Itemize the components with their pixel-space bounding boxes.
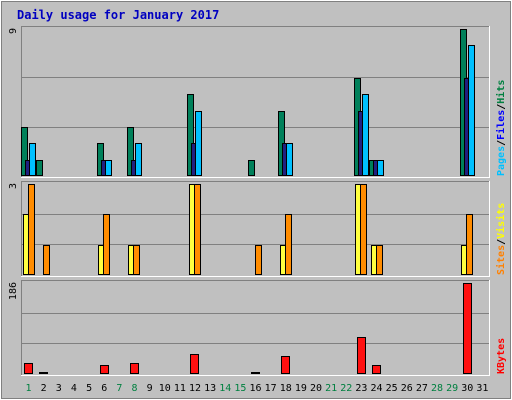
x-tick-label-day-8: 8 (131, 383, 137, 394)
bar-pages-day-6 (105, 160, 112, 176)
x-tick-label-day-2: 2 (41, 383, 47, 394)
chart-title: Daily usage for January 2017 (17, 8, 219, 22)
x-tick-label-day-29: 29 (446, 383, 458, 394)
bar-sites-day-6 (103, 214, 110, 275)
x-tick-label-day-30: 30 (461, 383, 473, 394)
legend: KBytes (496, 338, 507, 374)
bar-kbytes-day-24 (372, 365, 381, 374)
legend-item: Visits (495, 203, 507, 239)
legend-separator: / (496, 239, 507, 245)
x-tick-label-day-28: 28 (431, 383, 443, 394)
y-max-label: 186 (8, 282, 19, 300)
bar-kbytes-day-6 (100, 365, 109, 374)
bar-pages-day-8 (135, 143, 142, 176)
bar-kbytes-day-30 (463, 283, 472, 374)
bar-hits-day-1 (21, 127, 28, 176)
panel-visits-sites: 3 Sites/Visits (8, 181, 507, 277)
x-axis: 1 2 3 4 5 6 7 8 9 10 11 12 13 14 15 16 17 18 19 20 21 22 23 24 2… (26, 383, 489, 394)
x-tick-label-day-5: 5 (86, 383, 92, 394)
x-tick-label-day-31: 31 (476, 383, 488, 394)
x-tick-label-day-6: 6 (101, 383, 107, 394)
bar-pages-day-18 (286, 143, 293, 176)
bar-kbytes-day-18 (281, 356, 290, 374)
x-tick-label-day-21: 21 (325, 383, 337, 394)
x-tick-label-day-18: 18 (280, 383, 292, 394)
bar-kbytes-day-1 (24, 363, 33, 374)
bar-sites-day-12 (194, 184, 201, 275)
legend: Pages/Files/Hits (495, 80, 507, 176)
x-tick-label-day-16: 16 (249, 383, 261, 394)
legend-item: Hits (495, 80, 507, 104)
bar-sites-day-8 (133, 245, 140, 275)
legend-item: Pages (496, 146, 507, 176)
legend-item: KBytes (496, 338, 507, 374)
legend-separator: / (496, 104, 507, 110)
bar-kbytes-day-12 (190, 354, 199, 374)
bar-pages-day-23 (362, 94, 369, 176)
x-tick-label-day-19: 19 (295, 383, 307, 394)
x-tick-label-day-22: 22 (340, 383, 352, 394)
x-tick-label-day-23: 23 (355, 383, 367, 394)
x-tick-label-day-20: 20 (310, 383, 322, 394)
y-max-label: 9 (8, 28, 19, 34)
x-tick-label-day-14: 14 (219, 383, 231, 394)
legend: Sites/Visits (495, 203, 507, 275)
bar-kbytes-day-8 (130, 363, 139, 374)
x-tick-label-day-17: 17 (265, 383, 277, 394)
bar-hits-day-8 (127, 127, 134, 176)
x-tick-label-day-7: 7 (116, 383, 122, 394)
x-tick-label-day-25: 25 (386, 383, 398, 394)
plot-area (21, 280, 490, 376)
x-tick-label-day-9: 9 (147, 383, 153, 394)
x-tick-label-day-15: 15 (234, 383, 246, 394)
bar-hits-day-16 (248, 160, 255, 176)
x-tick-label-day-1: 1 (26, 383, 32, 394)
bar-kbytes-day-23 (357, 337, 366, 374)
legend-item: Sites (495, 245, 507, 275)
y-max-label: 3 (8, 183, 19, 189)
bar-sites-day-30 (466, 214, 473, 275)
plot-area (21, 26, 490, 178)
bar-sites-day-23 (360, 184, 367, 275)
x-tick-label-day-12: 12 (189, 383, 201, 394)
x-tick-label-day-26: 26 (401, 383, 413, 394)
x-tick-label-day-4: 4 (71, 383, 77, 394)
bar-sites-day-24 (376, 245, 383, 275)
bar-pages-day-1 (29, 143, 36, 176)
bar-sites-day-18 (285, 214, 292, 275)
x-tick-label-day-24: 24 (371, 383, 383, 394)
x-tick-label-day-13: 13 (204, 383, 216, 394)
bar-hits-day-2 (36, 160, 43, 176)
bar-sites-day-2 (43, 245, 50, 275)
bar-sites-day-1 (28, 184, 35, 275)
x-tick-label-day-11: 11 (174, 383, 186, 394)
bar-hits-day-12 (187, 94, 194, 176)
bar-hits-day-6 (97, 143, 104, 176)
bar-pages-day-12 (195, 111, 202, 176)
bar-pages-day-30 (468, 45, 475, 176)
x-tick-label-day-27: 27 (416, 383, 428, 394)
bar-kbytes-day-16 (251, 372, 260, 374)
legend-item: Files (495, 110, 507, 140)
x-tick-label-day-10: 10 (159, 383, 171, 394)
panel-kbytes: 186 KBytes (8, 280, 507, 376)
bar-sites-day-16 (255, 245, 262, 275)
x-tick-label-day-3: 3 (56, 383, 62, 394)
bar-kbytes-day-2 (39, 372, 48, 374)
bar-pages-day-24 (377, 160, 384, 176)
legend-separator: / (496, 140, 507, 146)
